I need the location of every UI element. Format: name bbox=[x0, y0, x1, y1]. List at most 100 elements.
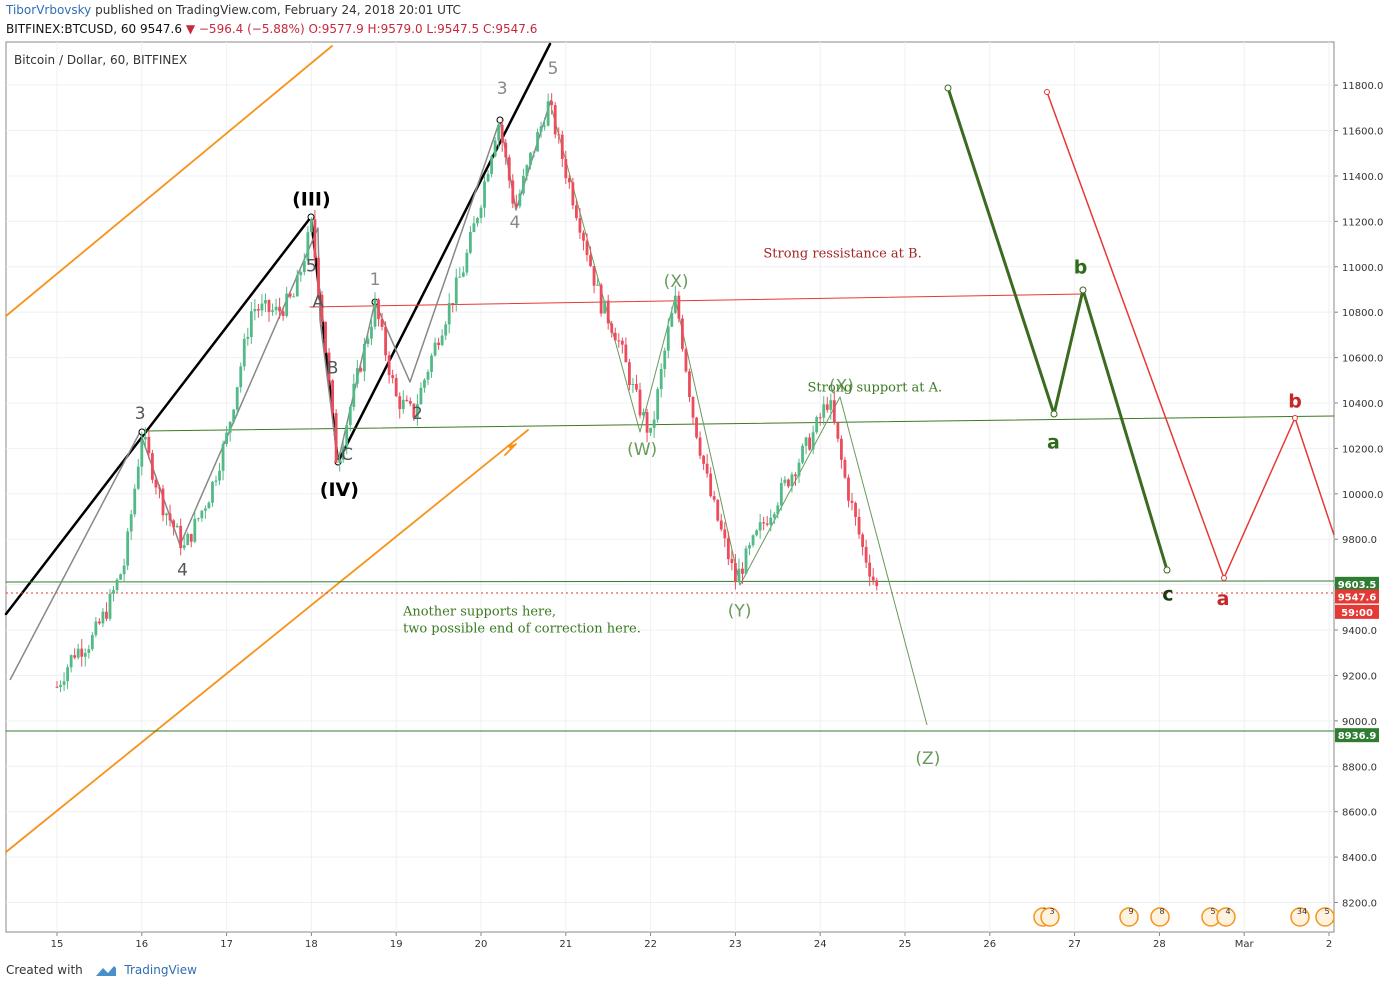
y-tick-label: 10600.0 bbox=[1342, 354, 1383, 365]
candle-body bbox=[355, 368, 359, 384]
down-arrow-icon: ▼ bbox=[185, 22, 196, 36]
candle-body bbox=[66, 667, 69, 682]
x-tick-label: 19 bbox=[390, 939, 403, 950]
time-axis[interactable]: 15 16 17 18 19 20 21 22 23 24 25 26 27 28 Mar 2 bbox=[51, 932, 1333, 950]
candle-body bbox=[624, 344, 628, 363]
candle-body bbox=[787, 479, 790, 487]
event-count: 9 bbox=[1128, 907, 1133, 916]
wave-label: 2 bbox=[412, 404, 423, 424]
x-tick-label: 18 bbox=[305, 939, 318, 950]
candle-body bbox=[444, 324, 448, 336]
candle-body bbox=[172, 520, 175, 528]
candle-body bbox=[469, 232, 472, 253]
candle-body bbox=[631, 383, 635, 386]
candle-body bbox=[228, 421, 232, 433]
candle-body bbox=[112, 590, 115, 594]
candle-body bbox=[663, 350, 667, 370]
candle-body bbox=[285, 293, 289, 317]
candle-body bbox=[617, 340, 621, 342]
price-tag-label: 9547.6 bbox=[1338, 593, 1377, 604]
x-tick-label: 20 bbox=[475, 939, 488, 950]
chart[interactable]: Bitcoin / Dollar, 60, BITFINEX 34(III)5A… bbox=[0, 0, 1393, 960]
candle-body bbox=[525, 165, 529, 176]
candle-body bbox=[377, 299, 380, 320]
y-tick-label: 10800.0 bbox=[1342, 308, 1383, 319]
author-link[interactable]: TiborVrbovsky bbox=[6, 3, 92, 17]
candle-body bbox=[147, 436, 151, 454]
candle-body bbox=[723, 529, 727, 539]
candle-body bbox=[136, 466, 140, 489]
candle-body bbox=[338, 459, 342, 463]
candle-body bbox=[610, 323, 614, 333]
candle-body bbox=[373, 299, 377, 327]
candle-body bbox=[779, 483, 783, 506]
candle-body bbox=[221, 443, 225, 471]
candle-body bbox=[73, 655, 77, 658]
wave-label: 5 bbox=[306, 256, 317, 276]
candle-body bbox=[546, 101, 550, 126]
candle-body bbox=[161, 488, 165, 516]
candle-body bbox=[271, 310, 274, 312]
wave-label: (X) bbox=[664, 272, 689, 292]
candle-body bbox=[182, 545, 186, 549]
candle-body bbox=[151, 453, 154, 480]
candle-body bbox=[868, 562, 872, 577]
candle-body bbox=[571, 182, 575, 206]
candle-body bbox=[695, 417, 698, 438]
candle-body bbox=[412, 403, 416, 418]
wave-label: C bbox=[341, 445, 353, 465]
candle-body bbox=[716, 499, 720, 521]
price-tag bbox=[1335, 576, 1379, 591]
candle-body bbox=[179, 525, 183, 549]
candle-body bbox=[430, 355, 433, 372]
x-tick-label: 25 bbox=[899, 939, 912, 950]
wave-label: A bbox=[312, 293, 324, 313]
candle-body bbox=[638, 389, 642, 416]
annotations: 3 4 (III) 5 A B C (IV) 1 2 3 4 5 (X) (W) (X) (Y) (Z) a b c a b… bbox=[135, 59, 1302, 769]
x-tick-label: 26 bbox=[983, 939, 996, 950]
footer: Created with TradingView bbox=[6, 963, 197, 977]
price-axis[interactable]: 8200.0 8400.0 8600.0 8800.0 9000.0 9200.0 9400… bbox=[1334, 81, 1383, 909]
candle-body bbox=[260, 303, 264, 311]
candle-body bbox=[645, 412, 649, 433]
y-tick-label: 8600.0 bbox=[1342, 808, 1377, 819]
candle-body bbox=[101, 611, 105, 624]
candle-body bbox=[405, 399, 409, 401]
candle-body bbox=[472, 223, 476, 233]
candle-body bbox=[352, 383, 356, 407]
candle-body bbox=[504, 142, 508, 158]
wave-label: (IV) bbox=[320, 479, 359, 501]
candle-body bbox=[847, 477, 850, 501]
candle-body bbox=[592, 266, 596, 286]
wave-label: a bbox=[1047, 431, 1060, 453]
candle-body bbox=[257, 308, 260, 311]
pivot-marker bbox=[1044, 89, 1050, 95]
event-count: 5 bbox=[1324, 907, 1329, 916]
published-text: published on TradingView.com, February 2… bbox=[95, 3, 461, 17]
event-flag-icon bbox=[1216, 907, 1236, 927]
x-tick-label: 22 bbox=[644, 939, 657, 950]
candle-body bbox=[681, 318, 684, 350]
candle-body bbox=[751, 535, 755, 546]
candle-body bbox=[458, 276, 462, 278]
event-flag-icon bbox=[1119, 907, 1139, 927]
candle-body bbox=[433, 342, 437, 356]
candle-body bbox=[398, 396, 402, 410]
candle-body bbox=[670, 312, 674, 327]
candle-body bbox=[543, 125, 546, 127]
y-tick-label: 11800.0 bbox=[1342, 81, 1383, 92]
candle-body bbox=[794, 474, 797, 477]
candle-body bbox=[310, 219, 313, 233]
pivot-marker bbox=[1221, 575, 1227, 581]
candle-body bbox=[677, 295, 681, 319]
wave-label: (X) bbox=[829, 377, 854, 397]
candle-body bbox=[313, 219, 317, 258]
x-tick-label: 27 bbox=[1068, 939, 1081, 950]
candle-body bbox=[719, 520, 723, 530]
candle-body bbox=[797, 462, 801, 477]
candle-body bbox=[811, 432, 815, 450]
candle-body bbox=[726, 538, 730, 560]
candle-body bbox=[423, 379, 426, 388]
candle-body bbox=[391, 375, 395, 378]
tradingview-link[interactable]: TradingView bbox=[124, 963, 197, 977]
